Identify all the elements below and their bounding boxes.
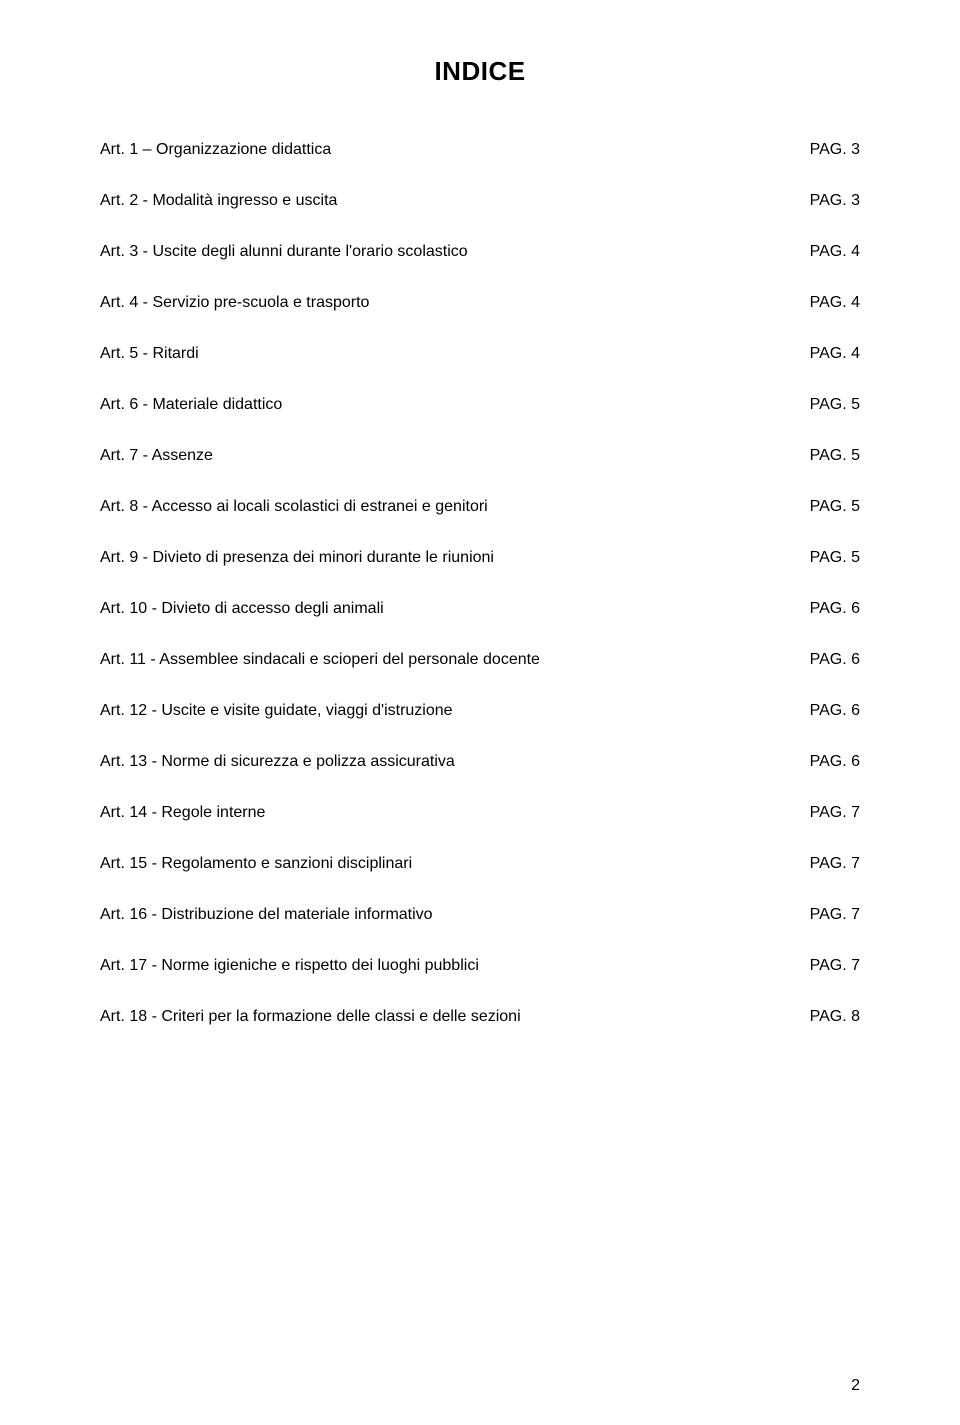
toc-row: Art. 1 – Organizzazione didatticaPAG. 3	[100, 141, 860, 159]
toc-label: Art. 6 - Materiale didattico	[100, 396, 810, 414]
toc-page: PAG. 4	[810, 345, 860, 363]
toc-label: Art. 11 - Assemblee sindacali e scioperi…	[100, 651, 810, 669]
toc-label: Art. 18 - Criteri per la formazione dell…	[100, 1008, 810, 1026]
toc-label: Art. 14 - Regole interne	[100, 804, 810, 822]
toc-label: Art. 12 - Uscite e visite guidate, viagg…	[100, 702, 810, 720]
toc-page: PAG. 6	[810, 702, 860, 720]
toc-label: Art. 10 - Divieto di accesso degli anima…	[100, 600, 810, 618]
toc-page: PAG. 6	[810, 600, 860, 618]
toc-page: PAG. 7	[810, 855, 860, 873]
toc-label: Art. 8 - Accesso ai locali scolastici di…	[100, 498, 810, 516]
toc-row: Art. 9 - Divieto di presenza dei minori …	[100, 549, 860, 567]
toc-row: Art. 12 - Uscite e visite guidate, viagg…	[100, 702, 860, 720]
toc-row: Art. 13 - Norme di sicurezza e polizza a…	[100, 753, 860, 771]
toc-label: Art. 5 - Ritardi	[100, 345, 810, 363]
toc-page: PAG. 5	[810, 498, 860, 516]
toc-row: Art. 7 - AssenzePAG. 5	[100, 447, 860, 465]
document-page: INDICE Art. 1 – Organizzazione didattica…	[0, 0, 960, 1425]
toc-page: PAG. 5	[810, 549, 860, 567]
toc-row: Art. 2 - Modalità ingresso e uscitaPAG. …	[100, 192, 860, 210]
table-of-contents: Art. 1 – Organizzazione didatticaPAG. 3A…	[100, 141, 860, 1026]
toc-page: PAG. 4	[810, 243, 860, 261]
toc-page: PAG. 6	[810, 753, 860, 771]
toc-page: PAG. 7	[810, 804, 860, 822]
toc-row: Art. 16 - Distribuzione del materiale in…	[100, 906, 860, 924]
toc-row: Art. 14 - Regole internePAG. 7	[100, 804, 860, 822]
toc-page: PAG. 6	[810, 651, 860, 669]
toc-page: PAG. 7	[810, 957, 860, 975]
toc-label: Art. 4 - Servizio pre-scuola e trasporto	[100, 294, 810, 312]
page-number: 2	[851, 1377, 860, 1395]
toc-page: PAG. 5	[810, 396, 860, 414]
page-title: INDICE	[100, 56, 860, 87]
toc-label: Art. 9 - Divieto di presenza dei minori …	[100, 549, 810, 567]
toc-page: PAG. 3	[810, 192, 860, 210]
toc-label: Art. 17 - Norme igieniche e rispetto dei…	[100, 957, 810, 975]
toc-label: Art. 3 - Uscite degli alunni durante l'o…	[100, 243, 810, 261]
toc-page: PAG. 4	[810, 294, 860, 312]
toc-label: Art. 16 - Distribuzione del materiale in…	[100, 906, 810, 924]
toc-row: Art. 8 - Accesso ai locali scolastici di…	[100, 498, 860, 516]
toc-label: Art. 13 - Norme di sicurezza e polizza a…	[100, 753, 810, 771]
toc-row: Art. 18 - Criteri per la formazione dell…	[100, 1008, 860, 1026]
toc-label: Art. 1 – Organizzazione didattica	[100, 141, 810, 159]
toc-row: Art. 5 - RitardiPAG. 4	[100, 345, 860, 363]
toc-row: Art. 10 - Divieto di accesso degli anima…	[100, 600, 860, 618]
toc-label: Art. 2 - Modalità ingresso e uscita	[100, 192, 810, 210]
toc-page: PAG. 8	[810, 1008, 860, 1026]
toc-row: Art. 3 - Uscite degli alunni durante l'o…	[100, 243, 860, 261]
toc-label: Art. 15 - Regolamento e sanzioni discipl…	[100, 855, 810, 873]
toc-row: Art. 17 - Norme igieniche e rispetto dei…	[100, 957, 860, 975]
toc-page: PAG. 7	[810, 906, 860, 924]
toc-row: Art. 4 - Servizio pre-scuola e trasporto…	[100, 294, 860, 312]
toc-row: Art. 15 - Regolamento e sanzioni discipl…	[100, 855, 860, 873]
toc-label: Art. 7 - Assenze	[100, 447, 810, 465]
toc-page: PAG. 3	[810, 141, 860, 159]
toc-page: PAG. 5	[810, 447, 860, 465]
toc-row: Art. 6 - Materiale didatticoPAG. 5	[100, 396, 860, 414]
toc-row: Art. 11 - Assemblee sindacali e scioperi…	[100, 651, 860, 669]
